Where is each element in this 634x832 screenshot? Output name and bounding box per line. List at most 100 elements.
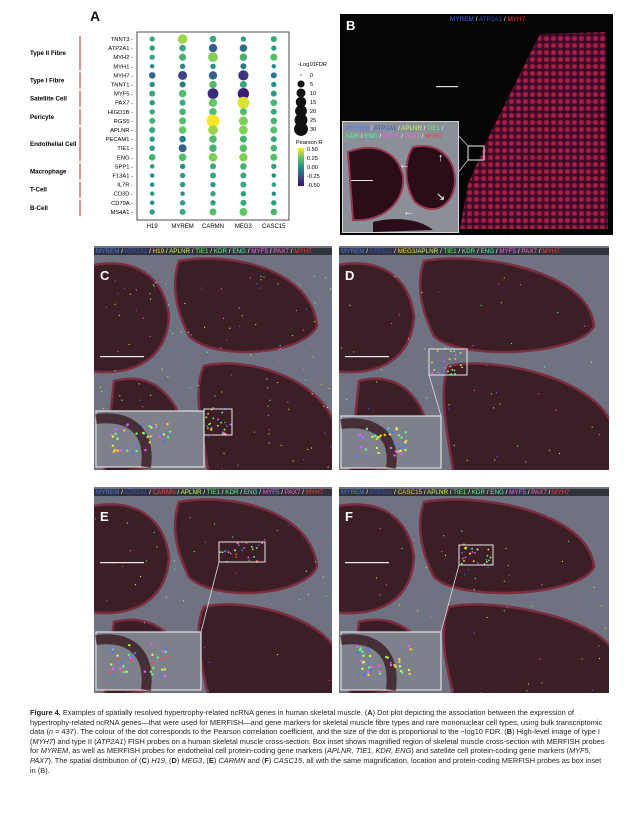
panel-d-letter: D	[345, 268, 355, 283]
transcript-dot	[313, 321, 316, 323]
inset-transcript-dot	[115, 427, 118, 431]
transcript-dot	[138, 383, 140, 385]
transcript-dot	[302, 329, 305, 331]
dot-mark	[179, 63, 186, 69]
caption-segment: MYF5	[382, 133, 400, 140]
transcript-dot	[498, 283, 500, 285]
tissue-image	[94, 246, 332, 470]
caption-segment: ENG	[490, 489, 504, 496]
dot-mark	[149, 173, 155, 178]
caption-segment: ATP2A1	[124, 248, 148, 255]
transcript-dot	[443, 366, 446, 369]
dot-mark	[149, 145, 155, 151]
transcript-dot	[463, 543, 465, 545]
dot-mark	[178, 89, 187, 98]
caption-segment: /	[377, 133, 383, 140]
dot-mark	[271, 200, 277, 206]
transcript-dot	[129, 293, 131, 295]
inset-transcript-dot	[150, 426, 153, 429]
dot-mark	[270, 208, 278, 216]
transcript-dot	[449, 365, 452, 368]
transcript-dot	[531, 605, 533, 607]
transcript-dot	[407, 338, 410, 340]
gene-label: ENG -	[117, 155, 133, 161]
transcript-dot	[263, 276, 265, 278]
transcript-dot	[188, 359, 190, 361]
transcript-dot	[346, 372, 348, 374]
tissue-image	[339, 246, 609, 470]
transcript-dot	[117, 292, 119, 294]
transcript-dot	[220, 421, 223, 424]
scale-bar	[345, 356, 389, 358]
transcript-dot	[206, 351, 208, 353]
dot-plot-svg: TNNT3 - ATP2A1 - MYH2 - MYH1 - MYH7 - TNNT1 -…	[30, 31, 327, 230]
transcript-dot	[214, 395, 216, 397]
transcript-dot	[516, 445, 519, 447]
transcript-dot	[314, 561, 316, 563]
caption-segment: /	[537, 248, 543, 255]
inset-transcript-dot	[393, 454, 396, 457]
dot-mark	[239, 53, 248, 61]
inset-transcript-dot	[407, 668, 411, 672]
transcript-dot	[311, 277, 314, 279]
dot-mark	[210, 191, 216, 197]
transcript-dot	[425, 383, 427, 385]
gene-label: PAX7 -	[115, 101, 133, 107]
transcript-dot	[474, 578, 477, 580]
inset-transcript-dot	[361, 650, 364, 654]
transcript-dot	[567, 540, 570, 542]
muscle-fibre	[173, 257, 319, 354]
transcript-dot	[151, 617, 153, 619]
transcript-dot	[593, 586, 595, 588]
dot-mark	[210, 200, 216, 206]
transcript-dot	[152, 284, 154, 286]
transcript-dot	[460, 562, 463, 565]
transcript-dot	[454, 372, 456, 375]
inset-transcript-dot	[168, 430, 172, 433]
gene-label: MYH7 -	[113, 73, 133, 79]
transcript-dot	[473, 589, 475, 591]
inset-transcript-dot	[150, 662, 154, 665]
size-legend-value: 30	[310, 127, 316, 133]
panel-b-image: B MYREM / ATP2A1 / MYH7 MYREM / ATP2A1 /…	[340, 14, 613, 235]
caption-segment: /	[300, 489, 306, 496]
transcript-dot	[197, 384, 199, 387]
dot-mark	[149, 109, 155, 115]
inset-connector	[440, 564, 460, 633]
transcript-dot	[485, 561, 488, 563]
transcript-dot	[314, 302, 316, 304]
caption-segment: ENG	[480, 248, 495, 255]
dot-mark	[239, 207, 248, 216]
transcript-dot	[473, 389, 475, 391]
inset-transcript-dot	[359, 446, 363, 449]
transcript-dot	[270, 603, 273, 605]
size-legend-value: 25	[310, 118, 316, 124]
size-legend-dot	[294, 122, 308, 136]
transcript-dot	[385, 584, 388, 586]
transcript-dot	[548, 449, 551, 451]
caption-segment: /	[485, 489, 491, 496]
transcript-dot	[592, 689, 594, 691]
transcript-dot	[251, 548, 254, 551]
inset-transcript-dot	[370, 665, 373, 668]
caption-segment: /	[494, 248, 500, 255]
transcript-dot	[207, 427, 209, 430]
transcript-dot	[480, 692, 482, 693]
transcript-dot	[433, 369, 436, 371]
transcript-dot	[248, 559, 250, 561]
size-legend-dot	[296, 88, 306, 98]
transcript-dot	[221, 551, 224, 554]
transcript-dot	[486, 554, 489, 557]
transcript-dot	[241, 315, 243, 317]
transcript-dot	[207, 690, 209, 692]
caption-segment: /	[438, 248, 444, 255]
transcript-dot	[217, 418, 219, 421]
gene-label: TIE1 -	[117, 146, 133, 152]
transcript-dot	[305, 308, 308, 310]
color-legend-title: Pearson R	[296, 140, 322, 146]
transcript-dot	[430, 615, 432, 618]
transcript-dot	[128, 343, 130, 346]
transcript-dot	[276, 653, 278, 656]
size-legend-dot	[300, 74, 302, 76]
inset-transcript-dot	[369, 668, 373, 672]
